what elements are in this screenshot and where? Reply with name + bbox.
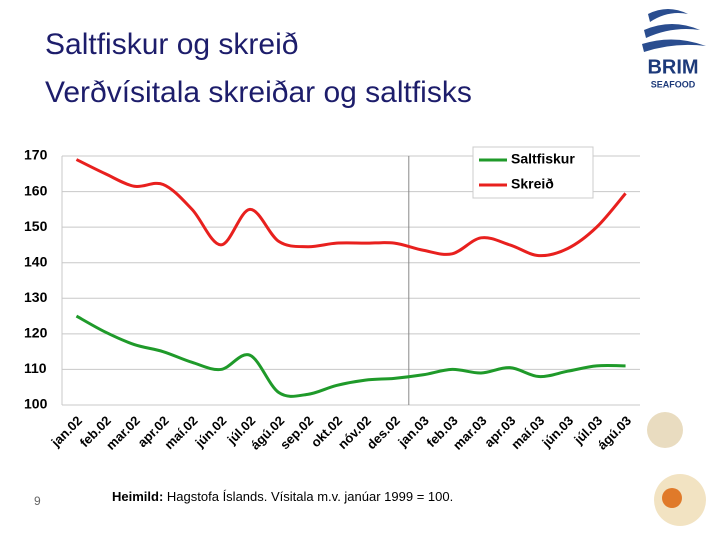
x-tick-label: maí.02: [161, 413, 200, 452]
food-image: [647, 412, 683, 448]
x-tick-label: sep.02: [277, 413, 316, 452]
page-number: 9: [34, 494, 41, 508]
series-line: [75, 158, 627, 258]
food-decoration: [647, 412, 706, 526]
plot: 100110120130140150160170jan.02feb.02mar.…: [24, 146, 640, 453]
x-tick-label: maí.03: [508, 413, 547, 452]
y-tick-label: 110: [24, 360, 47, 376]
y-tick-label: 140: [24, 253, 48, 269]
source-text: Hagstofa Íslands. Vísitala m.v. janúar 1…: [167, 489, 453, 504]
logo-subtext: SEAFOOD: [651, 79, 696, 89]
series-line: [75, 314, 626, 398]
legend-label: Skreið: [511, 176, 554, 192]
logo-wave: [642, 39, 706, 52]
x-tick-label: jún.02: [192, 413, 230, 451]
logo: BRIM SEAFOOD: [642, 9, 706, 89]
subtitle: Verðvísitala skreiðar og saltfisks: [45, 76, 472, 109]
x-tick-label: jan.02: [48, 413, 85, 450]
y-tick-label: 100: [24, 396, 48, 412]
logo-wave: [648, 9, 688, 22]
y-tick-label: 150: [24, 218, 48, 234]
y-tick-label: 170: [24, 147, 48, 163]
legend-box: [472, 146, 594, 199]
food-image: [662, 488, 682, 508]
title: Saltfiskur og skreið: [45, 28, 298, 61]
y-tick-label: 120: [24, 325, 48, 341]
y-tick-label: 160: [24, 182, 48, 198]
source: Heimild: Hagstofa Íslands. Vísitala m.v.…: [112, 489, 453, 504]
y-tick-label: 130: [24, 289, 48, 305]
logo-wave: [644, 24, 700, 38]
x-tick-label: des.02: [364, 413, 403, 452]
x-tick-label: jan.03: [394, 413, 431, 450]
logo-text: BRIM: [647, 56, 698, 78]
x-tick-label: jún.03: [538, 413, 576, 451]
legend-label: Saltfiskur: [511, 151, 575, 167]
source-label: Heimild:: [112, 489, 163, 504]
